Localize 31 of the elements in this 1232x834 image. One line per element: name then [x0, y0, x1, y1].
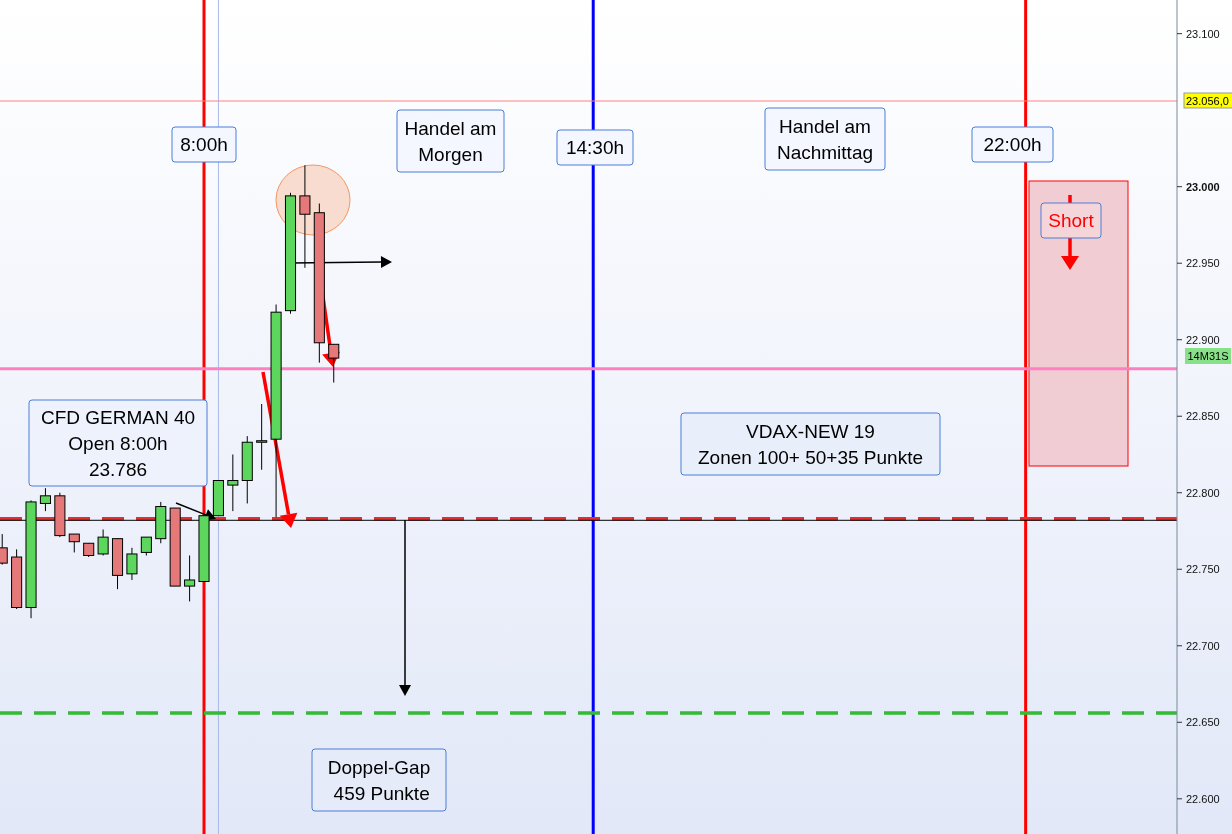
candlestick	[39, 487, 51, 512]
candlestick	[299, 164, 311, 269]
y-tick-label: 22.850	[1186, 410, 1220, 423]
y-tick-label: 22.700	[1186, 639, 1220, 652]
annotation: 8:00h	[180, 134, 228, 156]
annotation: Doppel-Gap 459 Punkte	[327, 756, 431, 804]
annotation: Short	[1048, 210, 1095, 232]
annotation: Handel am Morgen	[404, 117, 497, 165]
annotation: 14:30h	[565, 137, 625, 159]
candlestick	[126, 547, 138, 581]
annotation: VDAX-NEW 19 Zonen 100+ 50+35 Punkte	[697, 420, 924, 468]
annotation: CFD GERMAN 40 Open 8:00h 23.786	[40, 406, 196, 480]
y-tick-label: 22.650	[1186, 716, 1220, 729]
candlestick	[97, 528, 109, 556]
y-tick-label: 23.100	[1186, 27, 1220, 40]
candlestick	[256, 403, 268, 471]
y-tick-label: 22.800	[1186, 486, 1220, 499]
annotation: 22:00h	[983, 134, 1042, 156]
annotation: Handel am Nachmittag	[776, 115, 874, 163]
y-tick-label: 22.600	[1186, 792, 1220, 805]
candlestick	[328, 343, 340, 384]
candlestick	[227, 453, 239, 512]
ref-line-label: 23.056,0	[1186, 94, 1229, 107]
candlestick	[184, 554, 196, 602]
candlestick	[68, 533, 80, 553]
text: 14M31S	[1187, 349, 1229, 362]
candlestick	[140, 536, 152, 556]
y-tick-label: 23.000	[1186, 180, 1220, 193]
y-tick-label: 22.750	[1186, 563, 1220, 576]
y-tick-label: 22.950	[1186, 257, 1220, 270]
y-tick-label: 22.900	[1186, 333, 1220, 346]
